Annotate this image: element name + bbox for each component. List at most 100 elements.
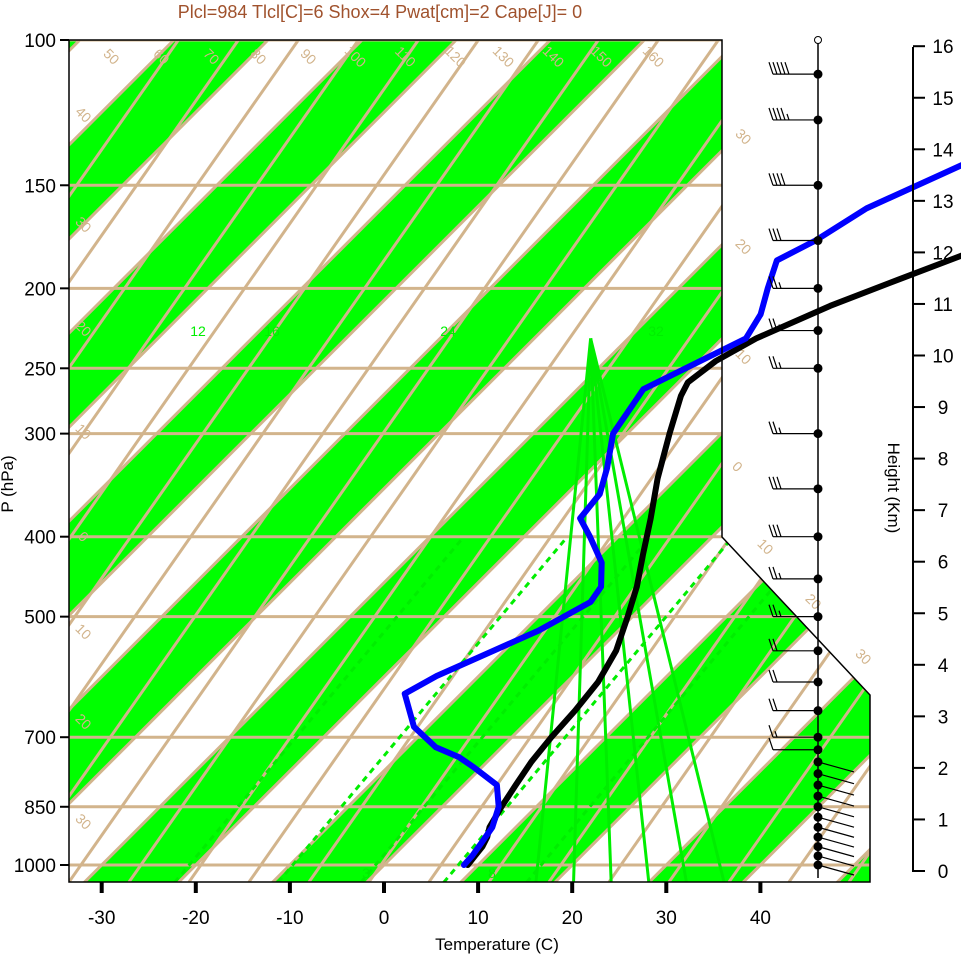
isotherm-line	[459, 40, 870, 882]
isotherm-line	[69, 40, 834, 882]
wind-barb-shaft	[817, 761, 855, 773]
wind-barb-feather	[780, 173, 786, 186]
wind-barb-shaft	[817, 846, 855, 858]
wind-barb-shaft	[817, 773, 855, 785]
dry-adiabat-line	[909, 0, 961, 882]
wind-barb-feather	[768, 737, 774, 750]
isotherm-line	[69, 40, 270, 882]
isotherm-label: 20	[802, 590, 824, 612]
wind-barb-feather	[784, 61, 790, 75]
y-axis-title: P (hPa)	[0, 455, 17, 512]
sounding-profiles	[401, 162, 961, 868]
x-tick-label: 0	[379, 908, 390, 929]
wind-barb-feather	[772, 107, 778, 121]
temperature-band	[69, 40, 645, 882]
wind-barb-feather	[776, 61, 782, 75]
wind-barb-feather	[768, 524, 774, 537]
wind-barb-feather	[772, 476, 778, 490]
moist-adiabat-lines	[534, 338, 726, 882]
wind-top-marker	[814, 36, 822, 44]
isotherm-line	[553, 40, 870, 882]
wind-barb-feather	[772, 524, 778, 537]
isotherm-line	[271, 40, 870, 882]
y-tick-label: 250	[24, 359, 56, 380]
wind-barb-feather	[778, 610, 782, 617]
wind-barb-feather	[772, 698, 778, 711]
wind-barb-shaft	[817, 795, 855, 807]
wind-barb-feather	[768, 669, 774, 683]
mixing-ratio-lines	[173, 535, 817, 882]
y-axis: 100 150 200 250 300 400 500 700 850 1000	[14, 31, 69, 877]
wind-barb-feather	[768, 725, 774, 738]
x-tick-label: 10	[468, 908, 489, 929]
height-tick-label: 3	[938, 707, 949, 728]
height-tick-label: 16	[932, 37, 953, 58]
mixing-ratio-line	[525, 535, 817, 882]
wind-barb-feather	[778, 572, 782, 580]
isotherm-line	[69, 40, 364, 882]
moist-adiabat-line	[589, 338, 651, 882]
x-tick-label: 30	[656, 908, 677, 929]
temperature-band	[69, 40, 457, 882]
wind-barb-feather	[768, 476, 774, 490]
wind-barb-shaft	[817, 806, 855, 818]
x-tick-label: 40	[750, 908, 771, 929]
height-tick-label: 1	[938, 810, 949, 831]
wind-barb-feather	[776, 173, 782, 186]
dry-adiabat-line	[127, 40, 831, 882]
height-tick-label: 14	[932, 140, 954, 161]
wind-barb-feather	[776, 228, 782, 241]
wind-barb-feather	[778, 427, 782, 434]
wind-barb-shaft	[817, 826, 855, 838]
wind-barb-feather	[768, 318, 774, 331]
wind-barb-feather	[768, 276, 774, 289]
dry-adiabat-line	[69, 40, 591, 882]
height-tick-label: 12	[932, 243, 953, 264]
wind-barb-feather	[772, 421, 778, 434]
mixing-ratio-line	[173, 535, 466, 882]
wind-barb-column	[768, 36, 855, 878]
wind-barb-feather	[776, 476, 782, 490]
chart-title: Plcl=984 Tlcl[C]=6 Shox=4 Pwat[cm]=2 Cap…	[178, 2, 582, 22]
height-tick-label: 15	[932, 89, 953, 110]
y-tick-label: 850	[24, 798, 56, 819]
wind-barb-shaft	[817, 836, 855, 848]
wind-barb-feather	[768, 61, 774, 75]
wind-barb-feather	[772, 276, 778, 289]
isotherm-label: 160	[640, 43, 668, 71]
y-tick-label: 100	[24, 31, 56, 52]
dewpoint-line	[401, 162, 961, 868]
dry-adiabat-line	[69, 40, 771, 882]
isotherm-line	[647, 40, 870, 882]
dry-adiabat-line	[69, 40, 651, 882]
height-tick-label: 7	[938, 501, 949, 522]
mixing-ratio-line	[276, 535, 569, 882]
mixing-ratio-label: 12	[190, 323, 206, 339]
wind-barb-feather	[776, 524, 782, 537]
isotherm-label: 10	[754, 535, 776, 557]
wind-barb-feather	[772, 173, 778, 186]
dry-adiabat-line	[607, 40, 870, 882]
y-tick-label: 400	[24, 528, 56, 549]
wind-barb-feather	[776, 107, 782, 121]
wind-barb-feather	[780, 61, 786, 75]
isotherm-line	[69, 40, 458, 882]
wind-barb-feather	[772, 61, 778, 75]
x-tick-label: 20	[562, 908, 583, 929]
plot-frame	[68, 39, 871, 883]
isotherm-label: 90	[297, 45, 319, 67]
wind-barb-feather	[772, 638, 778, 651]
dry-adiabat-line	[367, 40, 870, 882]
wind-barb-feather	[768, 228, 774, 241]
wind-barb-feather	[768, 421, 774, 434]
height-axis-title: Height (Km)	[884, 443, 903, 534]
wind-barb-feather	[778, 324, 782, 331]
y-tick-label: 1000	[14, 856, 56, 877]
isotherm-label: 50	[100, 45, 122, 67]
dry-adiabat-line	[727, 40, 870, 882]
height-tick-label: 6	[938, 553, 949, 574]
wind-barb-feather	[772, 669, 778, 683]
dry-adiabat-line	[69, 40, 531, 882]
dry-adiabat-line	[69, 40, 471, 882]
